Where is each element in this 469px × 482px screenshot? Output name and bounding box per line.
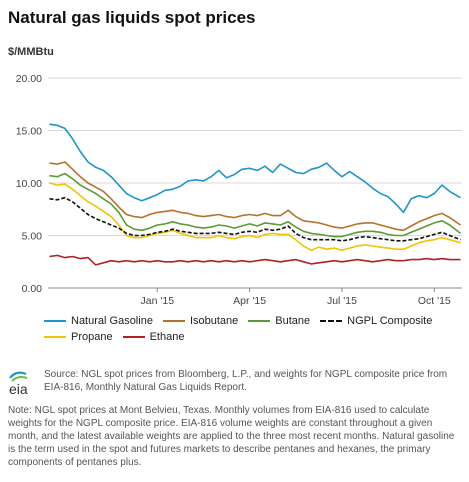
svg-text:eia: eia [9, 381, 28, 397]
legend-swatch [320, 320, 343, 322]
legend: Natural Gasoline Isobutane Butane NGPL Comp… [44, 313, 444, 345]
legend-item: Propane [44, 331, 113, 343]
legend-label: NGPL Composite [347, 315, 433, 327]
y-tick-label: 0.00 [22, 283, 43, 295]
legend-swatch [248, 320, 271, 322]
source-note: Source: NGL spot prices from Bloomberg, … [44, 369, 448, 393]
grid-lines [48, 77, 462, 289]
legend-label: Butane [275, 315, 311, 327]
series-line-propane [49, 182, 461, 251]
legend-label: Ethane [149, 331, 185, 343]
legend-label: Natural Gasoline [71, 315, 153, 327]
eia-logo: eia [9, 371, 28, 397]
x-tick-label: Oct '15 [418, 295, 451, 307]
legend-row: Natural Gasoline Isobutane Butane NGPL Comp… [44, 313, 444, 329]
legend-swatch [44, 320, 66, 322]
y-tick-label: 20.00 [16, 73, 42, 85]
x-tick-label: Jan '15 [141, 295, 175, 307]
series-line-ethane [49, 254, 461, 266]
legend-label: Propane [71, 331, 113, 343]
y-axis-unit: $/MMBtu [8, 46, 54, 58]
series-line-natural-gasoline [49, 123, 461, 214]
y-tick-label: 15.00 [16, 126, 42, 138]
legend-swatch [44, 336, 66, 338]
chart-title: Natural gas liquids spot prices [8, 8, 256, 27]
series-line-ngpl-composite [49, 196, 461, 242]
y-tick-label: 5.00 [22, 231, 43, 243]
legend-item: Isobutane [162, 315, 239, 327]
methodology-note: Note: NGL spot prices at Mont Belvieu, T… [8, 405, 455, 468]
series-line-butane [49, 172, 461, 238]
legend-label: Isobutane [189, 315, 239, 327]
x-axis-ticks: Jan '15 Apr '15 Jul '15 Oct '15 [141, 288, 451, 307]
line-chart: 0.00 5.00 10.00 15.00 20.00 Jan '15 Apr '15 Ju… [16, 73, 462, 307]
legend-item: Natural Gasoline [44, 315, 153, 327]
legend-item: Ethane [122, 331, 185, 343]
legend-swatch [162, 320, 185, 322]
series-line-isobutane [49, 161, 461, 232]
y-axis-ticks: 0.00 5.00 10.00 15.00 20.00 [16, 73, 42, 295]
x-tick-label: Apr '15 [233, 295, 266, 307]
y-tick-label: 10.00 [16, 178, 42, 190]
legend-item: NGPL Composite [320, 315, 432, 327]
legend-item: Butane [248, 315, 310, 327]
legend-swatch [122, 336, 145, 338]
x-tick-label: Jul '15 [327, 295, 357, 307]
legend-row: Propane Ethane [44, 329, 444, 345]
series-lines [49, 123, 461, 266]
